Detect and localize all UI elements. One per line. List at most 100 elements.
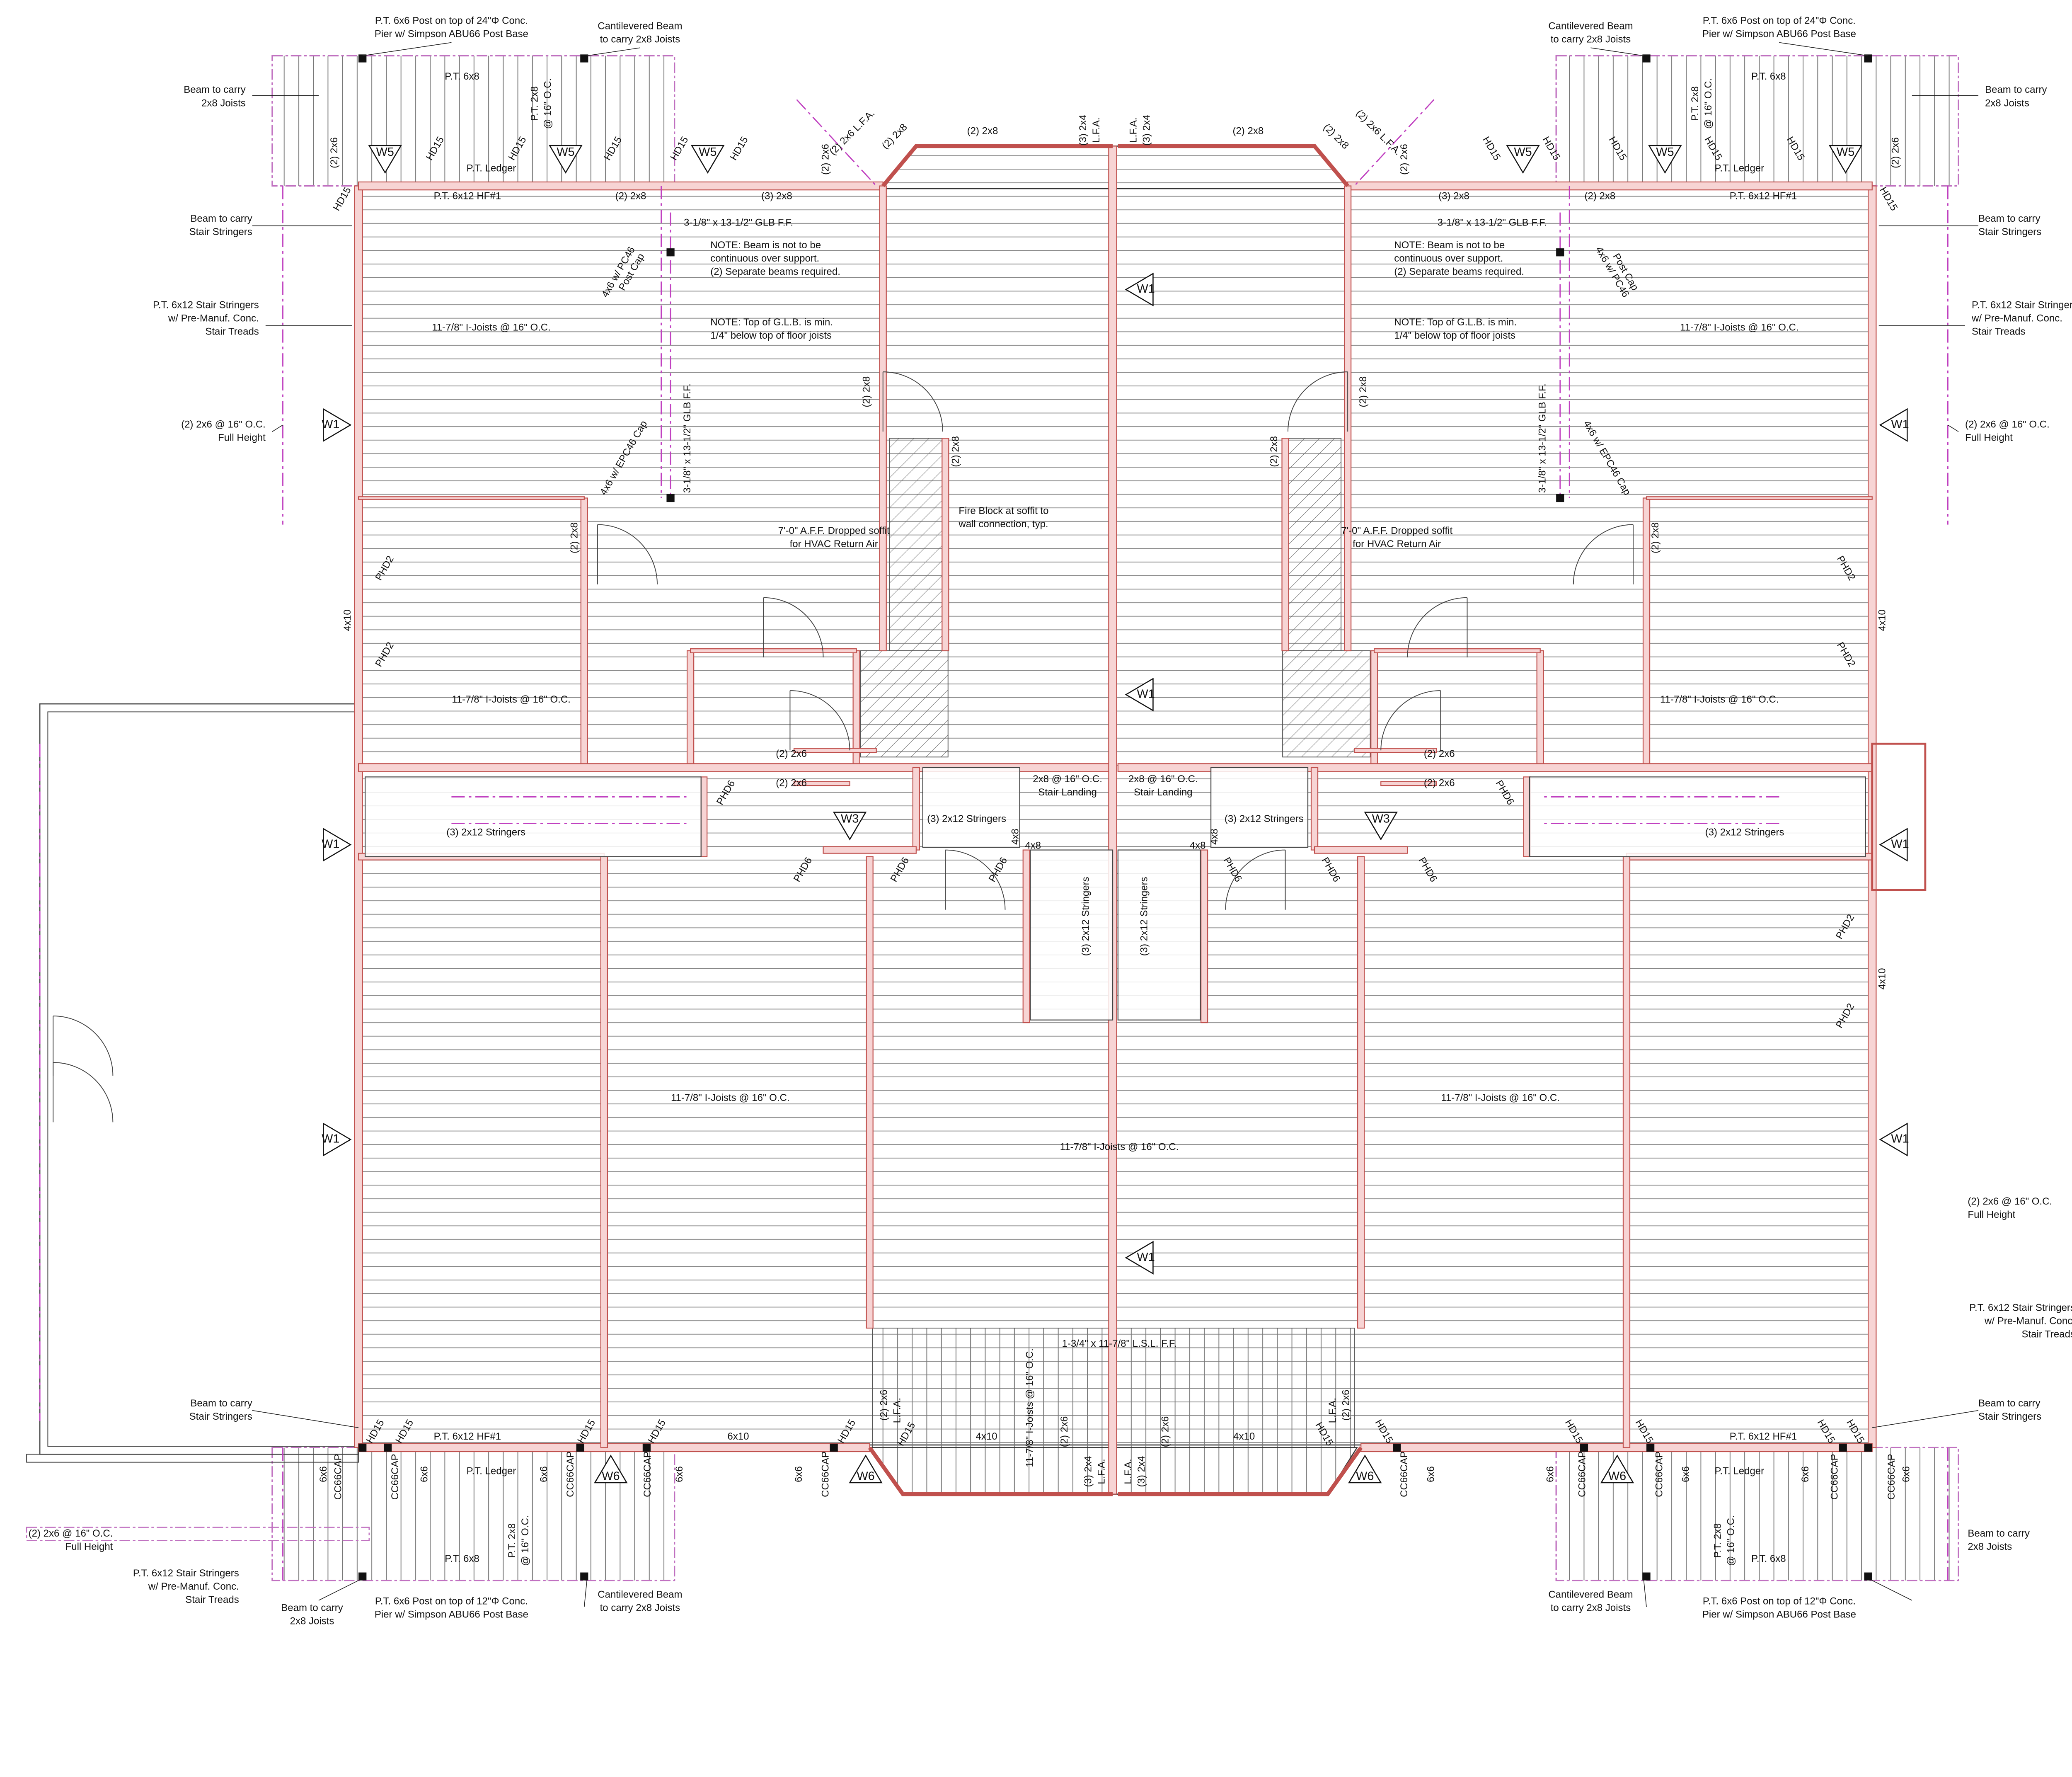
- label: (2) 2x8: [615, 191, 646, 202]
- label: L.F.A.: [1327, 1398, 1338, 1423]
- stair-box: [1030, 850, 1113, 1020]
- label: (2) 2x8: [1650, 522, 1661, 553]
- label: (2) Separate beams required.: [710, 266, 840, 277]
- wall-marker-label: W1: [1137, 687, 1155, 701]
- label: @ 16" O.C.: [520, 1515, 531, 1566]
- post: [1646, 1444, 1654, 1452]
- label: L.F.A.: [891, 1398, 903, 1423]
- label: P.T. 6x6 Post on top of 12"Φ Conc.: [1703, 1595, 1856, 1607]
- label: (2) 2x6 @ 16" O.C.: [29, 1528, 113, 1539]
- label: Pier w/ Simpson ABU66 Post Base: [375, 1609, 528, 1620]
- label: CC66CAP: [1399, 1451, 1410, 1497]
- stair-box: [1118, 850, 1201, 1020]
- label: Stair Stringers: [1978, 1411, 2041, 1422]
- label: Fire Block at soffit to: [959, 505, 1048, 516]
- label: (3) 2x8: [1438, 191, 1469, 202]
- leader: [363, 43, 452, 56]
- chimney: [890, 438, 946, 651]
- label: (3) 2x8: [761, 191, 792, 202]
- post: [576, 1444, 584, 1452]
- label: (2) 2x6: [329, 137, 340, 168]
- label: (3) 2x4: [1077, 115, 1089, 146]
- label: CC66CAP: [332, 1454, 344, 1500]
- label: P.T. 6x8: [445, 71, 479, 82]
- label: Full Height: [65, 1541, 113, 1552]
- wall-marker-label: W1: [1891, 418, 1909, 431]
- label: Cantilevered Beam: [598, 20, 682, 32]
- wall-marker-label: W6: [857, 1469, 874, 1483]
- label: P.T. Ledger: [1714, 1465, 1764, 1476]
- label: continuous over support.: [710, 253, 819, 264]
- label: Cantilevered Beam: [1548, 20, 1633, 32]
- label: 4x10: [976, 1431, 997, 1442]
- label: (2) 2x8: [967, 126, 998, 137]
- label: 11-7/8" I-Joists @ 16" O.C.: [671, 1092, 790, 1103]
- label: (2) 2x6: [1059, 1416, 1070, 1447]
- label: 3-1/8" x 13-1/2" GLB F.F.: [684, 217, 793, 228]
- wall-marker-label: W5: [376, 145, 394, 159]
- wall-marker-label: W1: [322, 837, 339, 851]
- label: (3) 2x12 Stringers: [446, 827, 525, 838]
- label: for HVAC Return Air: [790, 538, 878, 550]
- wall-marker-label: W5: [1514, 145, 1532, 159]
- label: 3-1/8" x 13-1/2" GLB F.F.: [1438, 217, 1547, 228]
- label: 7'-0" A.F.F. Dropped soffit: [778, 525, 890, 536]
- leader: [1948, 425, 1958, 432]
- label: to carry 2x8 Joists: [1551, 34, 1631, 45]
- label: Stair Landing: [1134, 787, 1193, 798]
- label: 11-7/8" I-Joists @ 16" O.C.: [1660, 694, 1779, 705]
- wall: [1374, 649, 1540, 653]
- wall-marker-label: W6: [1356, 1469, 1374, 1483]
- wall: [1109, 146, 1116, 1494]
- wall-marker-label: W3: [1372, 812, 1390, 825]
- label: 6x6: [1425, 1466, 1436, 1482]
- label: Stair Stringers: [1978, 226, 2041, 238]
- label: (2) 2x6 @ 16" O.C.: [181, 419, 266, 430]
- label: P.T. Ledger: [467, 1465, 516, 1476]
- wall-marker-label: W5: [1656, 145, 1674, 159]
- stair-box: [365, 777, 701, 856]
- label: (3) 2x12 Stringers: [1225, 813, 1304, 824]
- stair-box: [1530, 777, 1866, 856]
- label: HD15: [1480, 135, 1503, 162]
- label: 4x10: [1877, 609, 1888, 631]
- wall: [355, 186, 363, 1448]
- label: 4x8: [1209, 829, 1220, 845]
- framing-plan: P.T. 6x6 Post on top of 24"Φ Conc.Pier w…: [0, 0, 2072, 1777]
- wall-marker-label: W1: [322, 418, 339, 431]
- wall: [358, 1444, 870, 1452]
- wall: [687, 651, 694, 768]
- leader: [584, 1581, 587, 1607]
- label: 6x6: [1545, 1466, 1556, 1482]
- label: 4x10: [342, 609, 353, 631]
- leader: [1872, 1411, 1978, 1428]
- label: (2) 2x6: [1160, 1416, 1171, 1447]
- wall: [823, 847, 916, 853]
- label: (2) 2x8: [1232, 126, 1264, 137]
- label: 11-7/8" I-Joists @ 16" O.C.: [432, 322, 551, 333]
- label: 6x6: [1680, 1466, 1692, 1482]
- label: wall connection, typ.: [958, 519, 1048, 530]
- label: L.F.A.: [1096, 1459, 1107, 1484]
- post: [384, 1444, 392, 1452]
- label: to carry 2x8 Joists: [1551, 1602, 1631, 1613]
- label: Full Height: [218, 432, 266, 444]
- wall: [1348, 182, 1872, 190]
- door: [53, 1016, 113, 1076]
- label: NOTE: Beam is not to be: [710, 240, 821, 251]
- wall: [1314, 847, 1407, 853]
- wall: [1201, 850, 1208, 1023]
- chimney: [860, 651, 948, 757]
- label: Stair Treads: [1972, 326, 2025, 337]
- label: 2x8 Joists: [1968, 1541, 2012, 1552]
- label: 6x6: [1900, 1466, 1912, 1482]
- label: Beam to carry: [1985, 84, 2047, 95]
- label: Stair Stringers: [189, 226, 252, 238]
- label: P.T. 6x8: [445, 1553, 479, 1564]
- label: (2) 2x8: [1585, 191, 1616, 202]
- label: (2) 2x6: [878, 1389, 889, 1421]
- label: L.F.A.: [1123, 1459, 1134, 1484]
- wall: [1537, 651, 1544, 768]
- door: [53, 1062, 113, 1122]
- label: (3) 2x4: [1083, 1456, 1094, 1487]
